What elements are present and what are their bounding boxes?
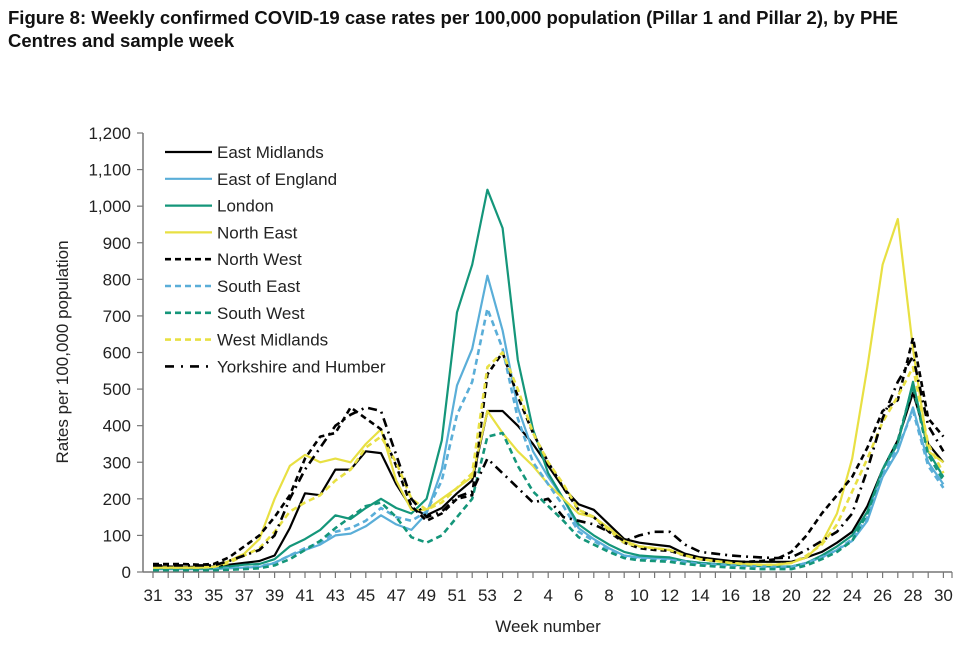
legend-label: West Midlands: [217, 331, 328, 350]
y-tick-label: 900: [103, 234, 131, 253]
legend-item: North West: [165, 250, 302, 269]
legend-item: East of England: [165, 170, 337, 189]
x-tick-label: 35: [204, 586, 223, 605]
x-tick-label: 12: [660, 586, 679, 605]
x-tick-label: 2: [513, 586, 522, 605]
x-tick-label: 41: [296, 586, 315, 605]
series-line-west-midlands: [153, 351, 945, 569]
x-tick-label: 30: [934, 586, 953, 605]
legend-item: South East: [165, 277, 300, 296]
chart-title: Figure 8: Weekly confirmed COVID-19 case…: [8, 7, 899, 51]
x-tick-label: 26: [873, 586, 892, 605]
y-axis-title: Rates per 100,000 population: [53, 240, 72, 463]
legend-item: Yorkshire and Humber: [165, 357, 386, 376]
x-tick-label: 49: [417, 586, 436, 605]
x-tick-label: 6: [574, 586, 583, 605]
y-tick-label: 100: [103, 526, 131, 545]
x-tick-label: 33: [174, 586, 193, 605]
x-tick-label: 22: [812, 586, 831, 605]
series-line-south-west: [153, 384, 945, 572]
y-tick-label: 600: [103, 344, 131, 363]
series-line-london: [153, 188, 945, 570]
x-tick-label: 47: [387, 586, 406, 605]
x-tick-label: 45: [356, 586, 375, 605]
legend-item: North East: [165, 223, 298, 242]
legend-label: Yorkshire and Humber: [217, 357, 386, 376]
legend-label: East Midlands: [217, 143, 324, 162]
y-tick-label: 500: [103, 380, 131, 399]
x-tick-label: 20: [782, 586, 801, 605]
y-axis: 0 100 200 300 400 500 600 700 800 900 1,000 1,100 1,…: [88, 124, 144, 582]
x-tick-label: 10: [630, 586, 649, 605]
legend-label: East of England: [217, 170, 337, 189]
x-axis: 31 33 35 37 39 41 43 45 47 49 51 53 2 4 6 8 10 12 14 16 18 20…: [143, 571, 953, 605]
legend-item: London: [165, 197, 274, 216]
x-axis-title: Week number: [495, 617, 601, 636]
series-line-north-west: [153, 336, 945, 567]
x-tick-label: 8: [604, 586, 613, 605]
series-line-north-east: [153, 217, 945, 569]
legend-label: South West: [217, 304, 305, 323]
legend-label: London: [217, 197, 274, 216]
x-tick-label: 18: [752, 586, 771, 605]
legend-item: West Midlands: [165, 331, 328, 350]
x-tick-label: 14: [691, 586, 710, 605]
x-tick-label: 16: [721, 586, 740, 605]
y-tick-label: 800: [103, 270, 131, 289]
legend-item: South West: [165, 304, 305, 323]
legend-label: North East: [217, 223, 298, 242]
legend-label: North West: [217, 250, 302, 269]
legend: East Midlands East of England London North …: [165, 143, 386, 376]
y-tick-label: 1,100: [88, 161, 131, 180]
y-tick-label: 200: [103, 490, 131, 509]
x-tick-label: 37: [235, 586, 254, 605]
y-tick-label: 1,000: [88, 197, 131, 216]
series-line-east-midlands: [153, 391, 945, 569]
x-tick-label: 4: [543, 586, 552, 605]
series-layer: [153, 188, 945, 572]
x-tick-label: 28: [904, 586, 923, 605]
y-tick-label: 700: [103, 307, 131, 326]
y-tick-label: 0: [122, 563, 131, 582]
series-line-yorkshire-and-humber: [153, 354, 945, 567]
series-line-south-east: [153, 307, 945, 571]
x-tick-label: 31: [144, 586, 163, 605]
x-tick-label: 24: [843, 586, 862, 605]
x-tick-label: 39: [265, 586, 284, 605]
y-tick-label: 400: [103, 417, 131, 436]
y-tick-label: 1,200: [88, 124, 131, 143]
x-tick-label: 51: [448, 586, 467, 605]
legend-item: East Midlands: [165, 143, 324, 162]
legend-label: South East: [217, 277, 300, 296]
y-tick-label: 300: [103, 453, 131, 472]
x-tick-label: 53: [478, 586, 497, 605]
x-tick-label: 43: [326, 586, 345, 605]
